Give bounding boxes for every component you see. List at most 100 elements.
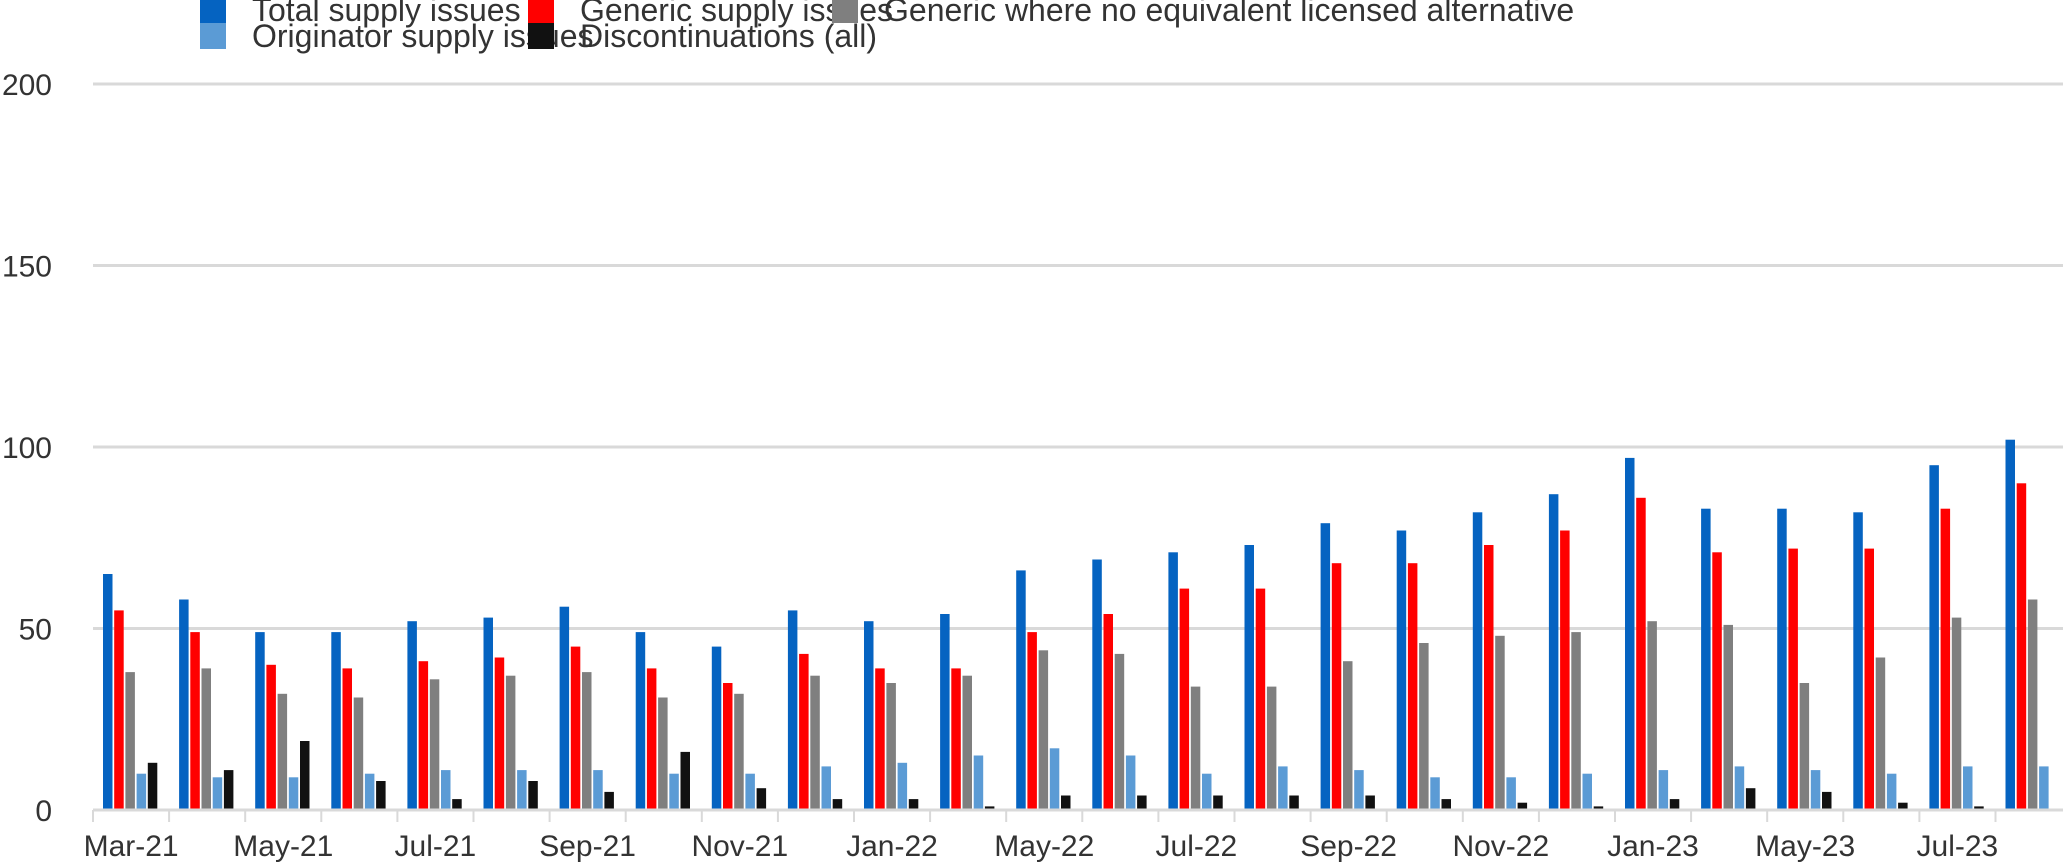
bar-generic-supply-issues-Oct-21 (646, 668, 657, 810)
bar-originator-supply-issues-Apr-23 (1734, 766, 1745, 810)
bar-generic-supply-issues-Aug-21 (494, 657, 505, 810)
legend-item-total-supply: Total supply issues (200, 0, 521, 28)
bar-originator-supply-issues-Jan-23 (1658, 770, 1669, 810)
bar-group-Feb-22 (940, 614, 995, 810)
bar-originator-supply-issues-Aug-21 (517, 770, 527, 810)
bar-generic-supply-issues-Jan-23 (1636, 497, 1646, 810)
bar-discontinuations-all--Jul-22 (1213, 795, 1223, 810)
legend-swatch-generic-supply (528, 0, 554, 23)
bar-generic-where-no-equivalent-licensed-alternative-Dec-21 (810, 675, 820, 810)
bar-total-supply-issues-Sep-21 (559, 606, 570, 810)
bar-discontinuations-all--Dec-21 (832, 799, 843, 810)
bar-discontinuations-all--Jul-23 (1974, 806, 1984, 810)
y-tick-label-50: 50 (19, 614, 52, 647)
bar-total-supply-issues-Apr-23 (1701, 508, 1711, 810)
bar-generic-where-no-equivalent-licensed-alternative-Jan-22 (886, 683, 896, 810)
bar-total-supply-issues-May-23 (1777, 508, 1787, 810)
bar-total-supply-issues-Jul-23 (1929, 465, 1939, 810)
bar-generic-where-no-equivalent-licensed-alternative-Jun-23 (1875, 657, 1886, 810)
bar-originator-supply-issues-Nov-21 (745, 773, 755, 810)
bar-discontinuations-all--Jan-23 (1669, 799, 1680, 810)
bar-generic-where-no-equivalent-licensed-alternative-May-21 (277, 693, 288, 810)
bar-originator-supply-issues-Jun-22 (1125, 755, 1136, 810)
x-tick-label-Jan-23: Jan-23 (1607, 830, 1699, 863)
x-tick-label-Jul-21: Jul-21 (395, 830, 477, 863)
bar-total-supply-issues-Oct-21 (635, 632, 646, 810)
legend-label-discontinuations: Discontinuations (all) (580, 18, 878, 54)
bar-originator-supply-issues-Nov-22 (1506, 777, 1516, 810)
bar-discontinuations-all--Dec-22 (1593, 806, 1604, 810)
bar-originator-supply-issues-Sep-22 (1354, 770, 1364, 810)
y-tick-label-200: 200 (2, 69, 52, 102)
bar-group-Nov-21 (711, 646, 767, 810)
legend-label-generic-no-alternative: Generic where no equivalent licensed alt… (884, 0, 1575, 28)
bar-total-supply-issues-Dec-21 (787, 610, 798, 810)
bar-group-Jun-23 (1853, 512, 1908, 810)
bar-generic-supply-issues-Nov-22 (1484, 545, 1494, 810)
bar-generic-supply-issues-Apr-21 (190, 632, 200, 810)
x-tick-label-Jul-23: Jul-23 (1917, 830, 1999, 863)
x-tick-label-Mar-21: Mar-21 (84, 830, 179, 863)
bar-discontinuations-all--Oct-21 (680, 751, 690, 810)
x-tick-label-May-22: May-22 (994, 830, 1094, 863)
bar-generic-supply-issues-Sep-22 (1331, 563, 1342, 810)
bar-originator-supply-issues-May-21 (288, 777, 299, 810)
bar-generic-where-no-equivalent-licensed-alternative-Apr-21 (201, 668, 211, 810)
y-tick-label-150: 150 (2, 251, 52, 284)
bar-group-Jan-22 (864, 621, 919, 810)
bar-generic-where-no-equivalent-licensed-alternative-Nov-22 (1495, 635, 1505, 810)
bar-total-supply-issues-Aug-21 (483, 617, 493, 810)
bar-discontinuations-all--Jul-21 (452, 799, 462, 810)
bar-discontinuations-all--May-21 (300, 741, 310, 810)
bar-generic-where-no-equivalent-licensed-alternative-Jan-23 (1647, 621, 1657, 810)
bar-discontinuations-all--Apr-23 (1745, 788, 1756, 810)
bar-generic-where-no-equivalent-licensed-alternative-Jun-22 (1114, 653, 1125, 810)
bar-group-Apr-23 (1701, 508, 1756, 810)
x-tick-label-Sep-21: Sep-21 (539, 830, 636, 863)
bar-generic-supply-issues-Nov-21 (723, 683, 733, 810)
bar-discontinuations-all--Feb-22 (984, 806, 995, 810)
bar-group-Jul-23 (1929, 465, 1984, 810)
bar-generic-supply-issues-Jul-23 (1940, 508, 1951, 810)
bar-originator-supply-issues-Aug-22 (1278, 766, 1288, 810)
x-tick-label-Nov-21: Nov-21 (691, 830, 788, 863)
bar-discontinuations-all--Jun-23 (1898, 802, 1908, 810)
bar-discontinuations-all--Oct-22 (1441, 799, 1451, 810)
bar-total-supply-issues-Jun-23 (1853, 512, 1863, 810)
bar-originator-supply-issues-Sep-21 (593, 770, 603, 810)
bar-generic-where-no-equivalent-licensed-alternative-Sep-21 (582, 672, 592, 810)
bar-group-Aug-21 (483, 617, 538, 810)
bar-group-Sep-22 (1320, 523, 1375, 810)
bar-generic-supply-issues-Oct-22 (1407, 563, 1418, 810)
bar-generic-where-no-equivalent-licensed-alternative-Aug-21 (505, 675, 516, 810)
legend-item-discontinuations: Discontinuations (all) (528, 18, 877, 54)
bar-group-Sep-21 (559, 606, 614, 810)
y-tick-label-100: 100 (2, 432, 52, 465)
bar-total-supply-issues-Dec-22 (1548, 494, 1559, 810)
chart-legend: Total supply issues Generic supply issue… (0, 0, 2063, 72)
legend-swatch-discontinuations (528, 23, 554, 49)
bar-generic-supply-issues-Mar-21 (114, 610, 124, 810)
bar-originator-supply-issues-Oct-21 (669, 773, 679, 810)
bar-generic-supply-issues-Aug-23 (2016, 483, 2027, 810)
bar-originator-supply-issues-May-22 (1049, 748, 1060, 810)
bar-generic-where-no-equivalent-licensed-alternative-Aug-23 (2027, 599, 2038, 810)
bar-generic-supply-issues-Apr-23 (1712, 552, 1722, 810)
bar-generic-supply-issues-Jun-21 (342, 668, 352, 810)
bar-group-Oct-21 (635, 632, 690, 810)
bar-originator-supply-issues-Jan-22 (897, 762, 908, 810)
bar-generic-supply-issues-May-22 (1027, 632, 1037, 810)
bar-group-Dec-21 (787, 610, 843, 810)
bar-total-supply-issues-Aug-22 (1244, 545, 1254, 810)
bar-discontinuations-all--Apr-21 (223, 770, 234, 810)
bar-generic-supply-issues-Dec-21 (799, 653, 809, 810)
bar-generic-supply-issues-Jan-22 (875, 668, 885, 810)
bar-total-supply-issues-Jun-22 (1092, 559, 1102, 810)
bar-originator-supply-issues-Jul-23 (1963, 766, 1973, 810)
bar-generic-where-no-equivalent-licensed-alternative-Feb-22 (962, 675, 972, 810)
bar-generic-supply-issues-Jun-22 (1103, 614, 1113, 810)
bar-total-supply-issues-Mar-21 (103, 574, 113, 810)
bar-discontinuations-all--Nov-21 (756, 788, 767, 810)
bar-group-May-21 (255, 632, 310, 810)
